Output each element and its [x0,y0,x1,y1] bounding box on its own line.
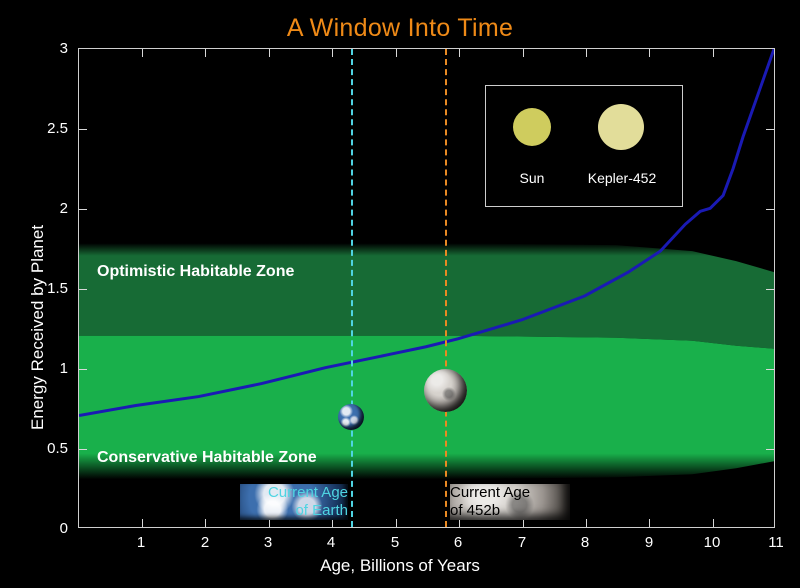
sun-disc [513,108,551,146]
page-title: A Window Into Time [286,14,514,42]
y-tick-right-2 [766,209,774,210]
x-tick-top-10 [713,49,714,57]
kepler452-disc [598,104,644,150]
k452b-age-annotation: Current Age of 452b [450,484,570,520]
y-tick-1 [79,369,87,370]
x-tick-top-8 [586,49,587,57]
y-tick-label-3: 3 [59,40,68,57]
x-tick-top-2 [205,49,206,57]
y-tick-label-2: 2 [59,200,68,217]
kepler452-label: Kepler-452 [587,170,657,186]
x-tick-label-6: 6 [453,534,463,551]
x-tick-top-9 [649,49,650,57]
y-tick-2.5 [79,129,87,130]
habitable-zone-bands [79,49,774,480]
y-tick-right-1.5 [766,289,774,290]
y-tick-right-0.5 [766,449,774,450]
y-tick-1.5 [79,289,87,290]
k452b-age-line2: of 452b [450,502,501,519]
x-tick-3 [269,519,270,527]
x-tick-label-4: 4 [326,534,336,551]
x-tick-top-4 [332,49,333,57]
earth-age-line [351,49,353,527]
x-tick-label-1: 1 [136,534,146,551]
x-tick-label-11: 11 [768,534,784,551]
x-tick-6 [459,519,460,527]
y-tick-label-1.5: 1.5 [47,280,68,297]
energy-curve [79,49,774,417]
x-tick-label-5: 5 [390,534,400,551]
x-tick-label-8: 8 [580,534,590,551]
earth-age-annotation: Current Age of Earth [240,484,348,520]
conservative-zone-label: Conservative Habitable Zone [97,449,317,466]
x-tick-1 [142,519,143,527]
x-axis-title: Age, Billions of Years [320,556,480,575]
x-tick-top-1 [142,49,143,57]
y-tick-2 [79,209,87,210]
x-tick-4 [332,519,333,527]
optimistic-zone-label: Optimistic Habitable Zone [97,263,295,280]
optimistic-zone-band [79,243,774,349]
y-tick-label-1: 1 [59,360,68,377]
x-tick-5 [396,519,397,527]
y-tick-label-0.5: 0.5 [47,440,68,457]
y-tick-label-0: 0 [59,520,68,537]
x-tick-9 [649,519,650,527]
y-tick-0.5 [79,449,87,450]
star-comparison-inset: Sun Kepler-452 [485,85,683,207]
earth-age-line1: Current Age [267,484,348,501]
earth-age-line2: of Earth [295,502,348,519]
x-tick-label-9: 9 [644,534,654,551]
x-tick-7 [523,519,524,527]
x-tick-8 [586,519,587,527]
sun-label: Sun [519,170,545,186]
x-tick-top-5 [396,49,397,57]
y-tick-right-2.5 [766,129,774,130]
x-tick-label-7: 7 [517,534,527,551]
x-tick-label-2: 2 [200,534,210,551]
x-tick-top-3 [269,49,270,57]
conservative-zone-band [79,335,774,480]
x-tick-top-6 [459,49,460,57]
x-tick-2 [205,519,206,527]
x-tick-10 [713,519,714,527]
y-axis-title: Energy Received by Planet [28,224,47,430]
k452b-age-line1: Current Age [450,484,531,501]
x-tick-label-3: 3 [263,534,273,551]
x-tick-label-10: 10 [703,534,721,551]
earth-planet-marker [338,404,364,430]
plot-area: Optimistic Habitable Zone Conservative H… [78,48,775,528]
kepler452b-planet-marker [424,369,467,412]
y-tick-right-1 [766,369,774,370]
x-tick-top-7 [523,49,524,57]
k452b-age-line [445,49,447,527]
y-tick-label-2.5: 2.5 [47,120,68,137]
